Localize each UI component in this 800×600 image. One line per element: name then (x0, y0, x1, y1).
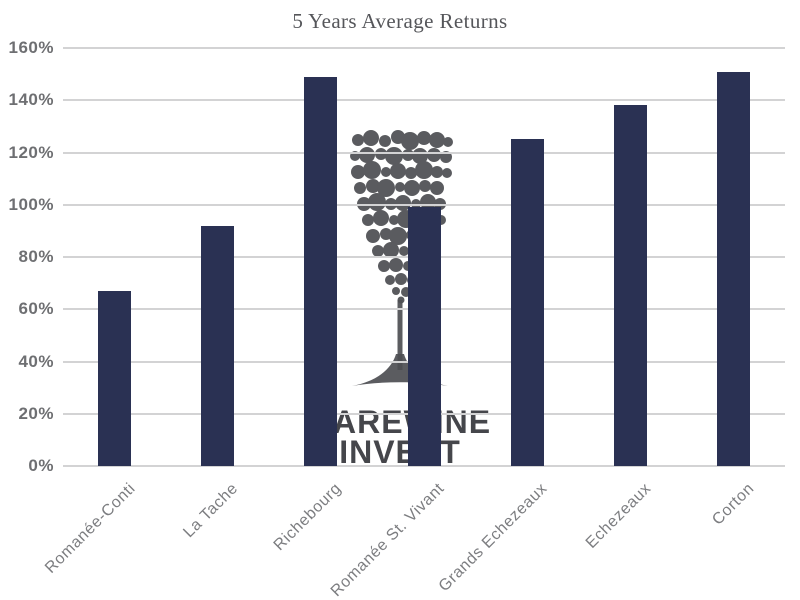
y-tick-label: 60% (18, 299, 54, 319)
glass-stem (397, 300, 403, 370)
y-tick-label: 100% (8, 194, 54, 214)
y-axis-labels: 0% 20% 40% 60% 80% 100% 120% 140% 160% (0, 38, 54, 475)
x-axis-labels: Romanée-Conti La Tache Richebourg Romanée S… (42, 466, 785, 600)
bar-1 (201, 225, 235, 466)
x-category-label: Echezeaux (582, 480, 655, 552)
watermark-line1: RAREWINE (308, 404, 492, 440)
x-category-label: Romanée-Conti (41, 480, 139, 577)
chart-title: 5 Years Average Returns (292, 9, 508, 33)
bar-0 (98, 290, 132, 466)
y-tick-label: 160% (8, 38, 54, 57)
x-category-label: Richebourg (270, 480, 345, 555)
gridline-140 (63, 99, 785, 102)
y-tick-label: 20% (18, 403, 54, 423)
bar-4 (510, 139, 544, 466)
bar-2 (304, 76, 338, 466)
y-tick-label: 140% (8, 90, 54, 110)
bar-6 (716, 71, 750, 466)
gridline-120 (63, 151, 785, 154)
bar-3 (407, 207, 441, 466)
gridline-0 (63, 465, 785, 467)
gridline-160 (63, 47, 785, 49)
y-tick-label: 80% (18, 247, 54, 266)
y-tick-label: 120% (8, 142, 54, 162)
gridline-100 (63, 203, 785, 206)
bar-5 (613, 105, 647, 466)
y-tick-label: 40% (18, 351, 54, 371)
x-category-label: Corton (708, 480, 758, 529)
plot-area (63, 47, 785, 467)
x-category-label: Romanée St. Vivant (327, 480, 449, 600)
x-category-label: La Tache (180, 480, 242, 542)
y-tick-label: 0% (28, 456, 54, 475)
x-category-label: Grands Echezeaux (436, 480, 552, 596)
